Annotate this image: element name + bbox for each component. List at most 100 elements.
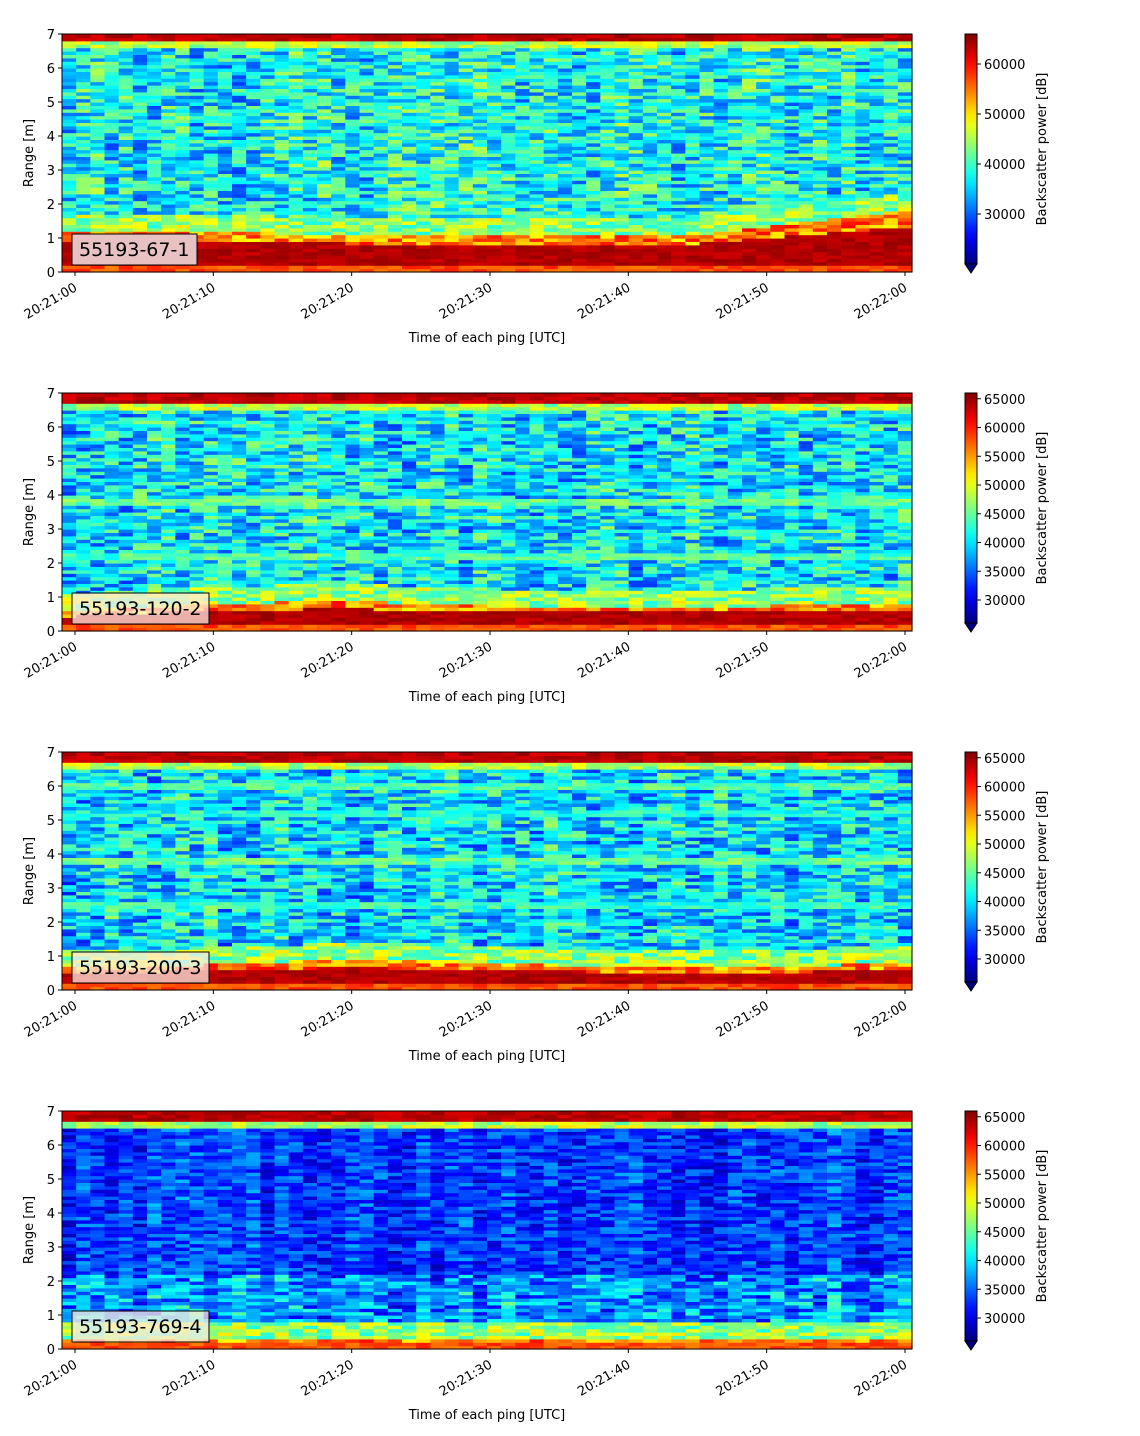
heatmap-cell — [104, 132, 120, 137]
heatmap-cell — [770, 244, 786, 249]
heatmap-cell — [416, 129, 431, 134]
heatmap-cell — [557, 78, 573, 83]
heatmap-cell — [76, 142, 91, 147]
heatmap-cell — [331, 78, 346, 83]
heatmap-cell — [175, 265, 191, 270]
heatmap-cell — [501, 34, 516, 38]
heatmap-cell — [76, 146, 91, 151]
heatmap-cell — [90, 153, 106, 157]
heatmap-cell — [557, 255, 573, 259]
heatmap-cell — [685, 251, 701, 256]
heatmap-cell — [302, 197, 318, 202]
heatmap-cell — [359, 64, 375, 69]
heatmap-cell — [472, 173, 488, 178]
heatmap-cell — [345, 159, 361, 164]
heatmap-cell — [600, 61, 616, 66]
heatmap-cell — [543, 231, 559, 236]
heatmap-cell — [515, 156, 531, 161]
heatmap-cell — [515, 91, 531, 96]
heatmap-cell — [402, 88, 417, 93]
heatmap-cell — [90, 265, 106, 270]
heatmap-cell — [642, 68, 658, 72]
heatmap-cell — [302, 190, 318, 195]
heatmap-cell — [288, 163, 304, 168]
heatmap-cell — [189, 153, 205, 157]
heatmap-cell — [217, 112, 233, 117]
heatmap-cell — [260, 125, 276, 130]
heatmap-cell — [387, 108, 403, 113]
heatmap-cell — [331, 153, 346, 157]
heatmap-cell — [713, 244, 729, 249]
heatmap-cell — [147, 505, 162, 510]
heatmap-cell — [487, 71, 502, 76]
heatmap-cell — [104, 68, 120, 72]
heatmap-cell — [515, 190, 531, 195]
heatmap-cell — [274, 115, 290, 120]
heatmap-cell — [217, 187, 233, 191]
heatmap-cell — [657, 217, 672, 222]
heatmap-cell — [812, 244, 828, 249]
heatmap-cell — [600, 51, 616, 55]
heatmap-cell — [189, 71, 205, 76]
heatmap-cell — [232, 47, 247, 52]
heatmap-cell — [203, 231, 219, 236]
heatmap-cell — [118, 91, 134, 96]
heatmap-cell — [90, 183, 106, 188]
heatmap-cell — [118, 437, 134, 442]
heatmap-cell — [855, 149, 871, 154]
heatmap-cell — [614, 238, 630, 242]
heatmap-cell — [288, 51, 304, 55]
heatmap-cell — [62, 71, 77, 76]
heatmap-cell — [232, 85, 247, 89]
heatmap-cell — [529, 78, 545, 83]
heatmap-cell — [416, 255, 431, 259]
heatmap-cell — [869, 227, 885, 232]
heatmap-cell — [217, 139, 233, 144]
heatmap-cell — [642, 244, 658, 249]
heatmap-cell — [274, 251, 290, 256]
heatmap-cell — [90, 40, 106, 45]
heatmap-cell — [387, 234, 403, 239]
heatmap-cell — [203, 68, 219, 72]
heatmap-cell — [657, 207, 672, 212]
heatmap-cell — [274, 265, 290, 270]
heatmap-cell — [444, 153, 460, 157]
heatmap-cell — [614, 142, 630, 147]
heatmap-cell — [62, 261, 77, 266]
heatmap-cell — [572, 214, 587, 219]
heatmap-cell — [104, 170, 120, 174]
heatmap-cell — [557, 207, 573, 212]
heatmap-cell — [76, 149, 91, 154]
heatmap-cell — [515, 85, 531, 89]
heatmap-cell — [260, 214, 276, 219]
heatmap-cell — [189, 119, 205, 123]
heatmap-cell — [458, 163, 474, 168]
heatmap-cell — [402, 37, 417, 42]
heatmap-cell — [359, 265, 375, 270]
heatmap-cell — [784, 265, 800, 270]
heatmap-cell — [444, 190, 460, 195]
heatmap-cell — [161, 149, 176, 154]
heatmap-cell — [515, 68, 531, 72]
heatmap-cell — [147, 204, 162, 208]
heatmap-cell — [444, 241, 460, 246]
heatmap-cell — [359, 149, 375, 154]
colorbar-tick-label: 40000 — [984, 158, 1025, 173]
heatmap-cell — [203, 78, 219, 83]
heatmap-cell — [402, 180, 417, 185]
heatmap-cell — [543, 149, 559, 154]
heatmap-cell — [869, 200, 885, 205]
heatmap-cell — [402, 98, 417, 103]
heatmap-cell — [317, 176, 332, 181]
heatmap-cell — [586, 88, 601, 93]
heatmap-cell — [812, 200, 828, 205]
heatmap-cell — [104, 227, 120, 232]
heatmap-cell — [260, 115, 276, 120]
heatmap-cell — [642, 224, 658, 229]
heatmap-cell — [600, 248, 616, 253]
heatmap-cell — [161, 119, 176, 123]
heatmap-cell — [529, 173, 545, 178]
heatmap-cell — [175, 153, 191, 157]
heatmap-cell — [373, 88, 389, 93]
heatmap-cell — [359, 159, 375, 164]
